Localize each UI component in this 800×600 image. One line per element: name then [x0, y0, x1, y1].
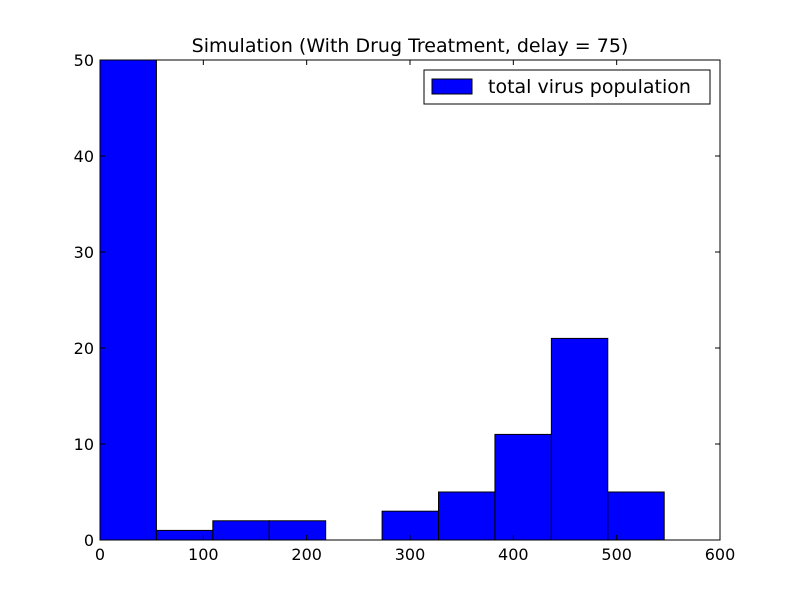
- x-tick-label-100: 100: [188, 545, 219, 564]
- bar-7: [494, 433, 552, 541]
- bar-6: [438, 491, 496, 541]
- bar-2: [212, 520, 270, 541]
- y-tick-label-50: 50: [74, 51, 94, 70]
- legend: total virus population: [423, 69, 711, 105]
- y-tick-label-10: 10: [74, 435, 94, 454]
- x-tick-label-0: 0: [95, 545, 105, 564]
- bar-9: [607, 491, 665, 541]
- x-tick-label-400: 400: [498, 545, 529, 564]
- plot-frame: [99, 59, 721, 541]
- bar-3: [268, 520, 327, 541]
- bar-1: [155, 529, 214, 541]
- bar-0: [99, 59, 157, 541]
- legend-label: total virus population: [488, 76, 691, 98]
- ticks-group: 0 100 200 300 400 500 600 0 10 20 30 40 50: [74, 51, 736, 564]
- y-tick-label-0: 0: [84, 531, 94, 550]
- x-tick-label-200: 200: [291, 545, 322, 564]
- x-tick-label-300: 300: [395, 545, 426, 564]
- chart-title: Simulation (With Drug Treatment, delay =…: [192, 35, 629, 57]
- y-tick-label-40: 40: [74, 147, 94, 166]
- bar-8: [550, 337, 609, 541]
- x-tick-label-600: 600: [705, 545, 736, 564]
- legend-swatch: [431, 78, 473, 95]
- y-tick-label-20: 20: [74, 339, 94, 358]
- bars-group: [99, 59, 665, 541]
- y-tick-label-30: 30: [74, 243, 94, 262]
- x-tick-label-500: 500: [601, 545, 632, 564]
